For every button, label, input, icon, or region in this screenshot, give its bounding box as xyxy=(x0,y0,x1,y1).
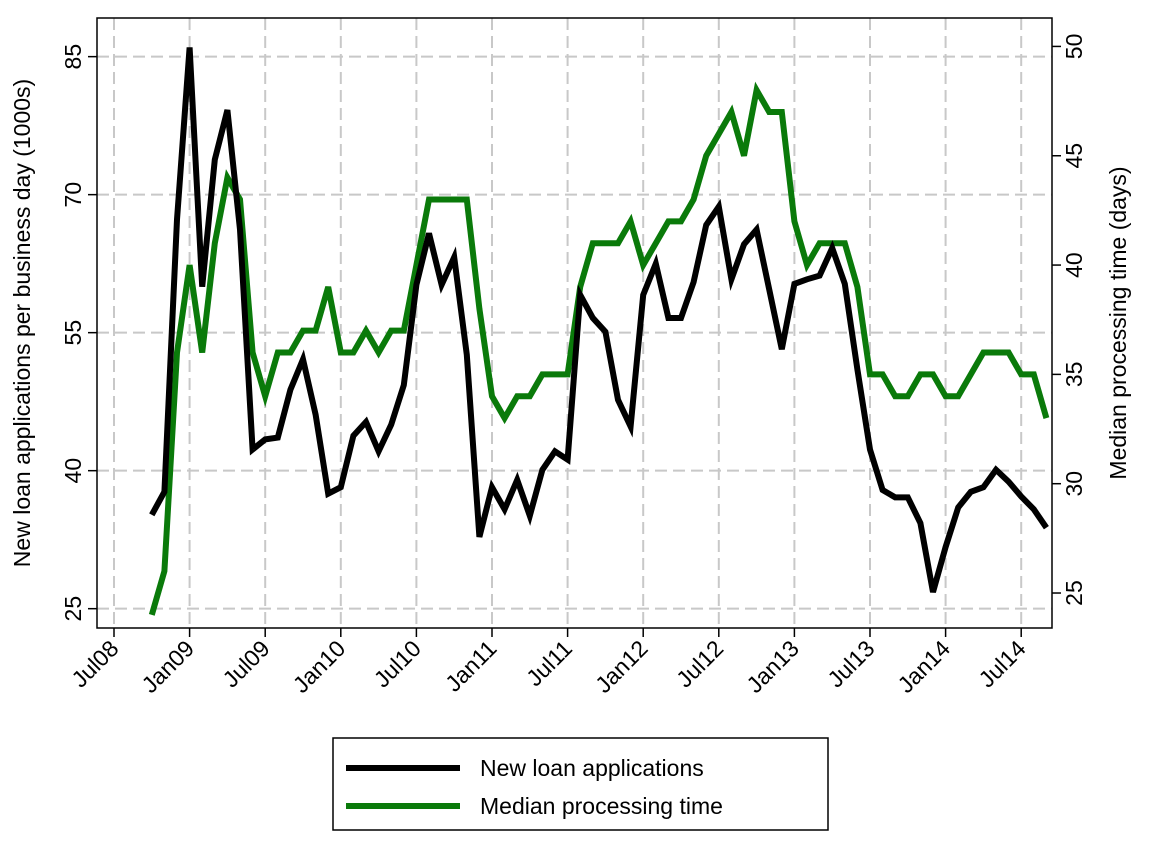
x-tick-label: Jul08 xyxy=(66,635,123,692)
data-line xyxy=(149,47,1049,593)
y-tick-label: 40 xyxy=(60,458,86,484)
y2-tick-label: 50 xyxy=(1061,34,1087,60)
x-tick-label: Jul10 xyxy=(369,635,426,692)
x-tick-label: Jan09 xyxy=(136,635,199,698)
x-tick-label: Jan11 xyxy=(440,635,501,696)
y-tick-label: 25 xyxy=(60,596,86,622)
y2-tick-label: 45 xyxy=(1061,143,1087,169)
x-tick-label: Jan12 xyxy=(590,635,653,698)
x-tick-label: Jul12 xyxy=(671,635,728,692)
y2-tick-label: 35 xyxy=(1061,362,1087,388)
x-tick-label: Jul14 xyxy=(973,635,1030,692)
y-tick-label: 55 xyxy=(60,320,86,346)
x-tick-label: Jan13 xyxy=(741,635,804,698)
y-tick-label: 70 xyxy=(60,182,86,208)
x-tick-label: Jul11 xyxy=(521,635,577,691)
y2-tick-label: 25 xyxy=(1061,580,1087,606)
y2-tick-label: 30 xyxy=(1061,471,1087,497)
y2-tick-label: 40 xyxy=(1061,252,1087,278)
y-tick-label: 85 xyxy=(60,44,86,70)
y2-axis-title: Median processing time (days) xyxy=(1105,166,1131,479)
data-line xyxy=(148,81,1050,616)
x-tick-label: Jan10 xyxy=(288,635,351,698)
legend-label: Median processing time xyxy=(480,793,723,819)
x-tick-label: Jul13 xyxy=(822,635,879,692)
legend-label: New loan applications xyxy=(480,755,704,781)
x-tick-label: Jan14 xyxy=(892,635,955,698)
plot-frame xyxy=(96,17,1053,629)
x-tick-label: Jul09 xyxy=(217,635,274,692)
y-axis-title: New loan applications per business day (… xyxy=(9,79,35,567)
legend-box xyxy=(332,737,829,831)
